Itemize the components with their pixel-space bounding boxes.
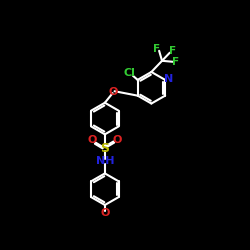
- Text: N: N: [164, 74, 173, 85]
- Text: NH: NH: [96, 156, 114, 166]
- Text: F: F: [153, 44, 160, 54]
- Text: O: O: [109, 87, 118, 97]
- Text: F: F: [168, 46, 176, 56]
- Text: S: S: [100, 142, 110, 155]
- Text: F: F: [172, 57, 179, 67]
- Text: O: O: [100, 208, 110, 218]
- Text: O: O: [88, 135, 97, 145]
- Text: O: O: [113, 135, 122, 145]
- Text: Cl: Cl: [124, 68, 136, 78]
